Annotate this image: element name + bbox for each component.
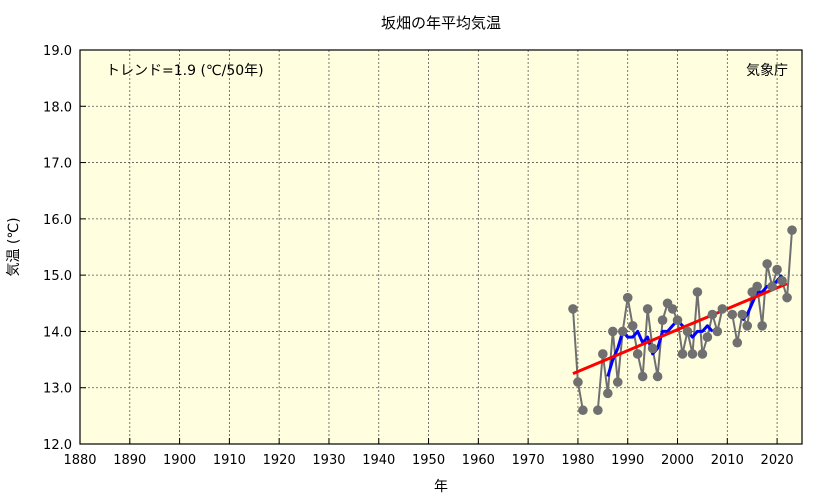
y-tick-label: 18.0 [43,100,72,115]
annual-data-point [707,309,718,320]
y-axis-label: 気温 (℃) [6,217,22,276]
x-tick-label: 1940 [362,453,395,468]
x-tick-label: 2000 [661,453,694,468]
annual-data-point [622,292,633,303]
annual-data-point [637,371,648,382]
annual-data-point [578,405,588,416]
annual-data-point [767,281,777,292]
annual-data-point [612,377,623,387]
y-tick-label: 14.0 [43,325,72,340]
annual-data-point [568,304,578,314]
data-marks [568,225,797,416]
x-tick-label: 1960 [462,453,495,468]
plot-frame [79,49,803,445]
annual-data-point [762,259,772,269]
axis-ticks: 1880 1890 1900 1910 1920 1930 1940 1950 1960 1970… [43,44,794,468]
x-tick-label: 2020 [761,453,794,468]
annual-data-point [598,349,608,359]
y-tick-label: 16.0 [43,213,72,228]
annual-data-point [712,326,723,337]
x-axis-label: 年 [434,479,448,495]
plot-background [80,50,802,444]
annual-data-point [752,281,762,292]
annual-series-line [596,291,724,411]
grid [80,50,802,444]
x-tick-label: 1900 [163,453,196,468]
x-tick-label: 1970 [512,453,545,468]
trend-annotation: トレンド=1.9 (℃/50年) [106,63,264,79]
annual-data-point [607,326,618,337]
annual-data-point [657,315,668,325]
annual-data-point [573,377,583,387]
annual-data-point [672,315,683,325]
x-tick-label: 2010 [711,453,744,468]
x-tick-label: 1920 [263,453,296,468]
annual-data-point [692,287,703,297]
annual-data-point [627,321,638,331]
trend-line [572,282,788,376]
x-tick-label: 1910 [213,453,246,468]
y-tick-label: 13.0 [43,382,72,397]
annual-data-point [632,349,643,359]
annual-data-point [757,321,767,331]
annual-data-point [697,349,708,359]
annual-data-point [732,337,743,348]
y-tick-label: 15.0 [43,269,72,284]
annual-data-point [617,326,628,337]
annual-data-point [777,275,787,286]
annual-data-point [787,225,797,235]
y-tick-label: 19.0 [43,44,72,59]
chart-title: 坂畑の年平均気温 [381,14,501,32]
annual-data-point [682,326,693,337]
annual-data-point [667,304,678,314]
annual-data-point [717,304,728,314]
x-tick-label: 1890 [113,453,146,468]
annual-data-point [677,349,688,359]
y-tick-label: 17.0 [43,157,72,172]
annual-data-point [642,304,653,314]
annual-data-point [782,292,792,303]
annual-data-point [652,371,663,382]
x-tick-label: 1990 [611,453,644,468]
y-tick-label: 12.0 [43,438,72,453]
source-annotation: 気象庁 [746,63,788,79]
annual-data-point [687,349,698,359]
annual-data-point [742,321,753,331]
annual-data-point [603,388,613,399]
annual-data-point [737,309,748,320]
x-tick-label: 1980 [561,453,594,468]
annual-data-point [727,309,738,320]
annual-data-point [772,264,782,275]
x-tick-label: 1880 [63,453,96,468]
annual-data-point [647,343,658,354]
annual-data-point [702,332,713,342]
moving-average-line [741,274,784,322]
x-tick-label: 1950 [412,453,445,468]
x-tick-label: 1930 [312,453,345,468]
annual-data-point [593,405,603,416]
